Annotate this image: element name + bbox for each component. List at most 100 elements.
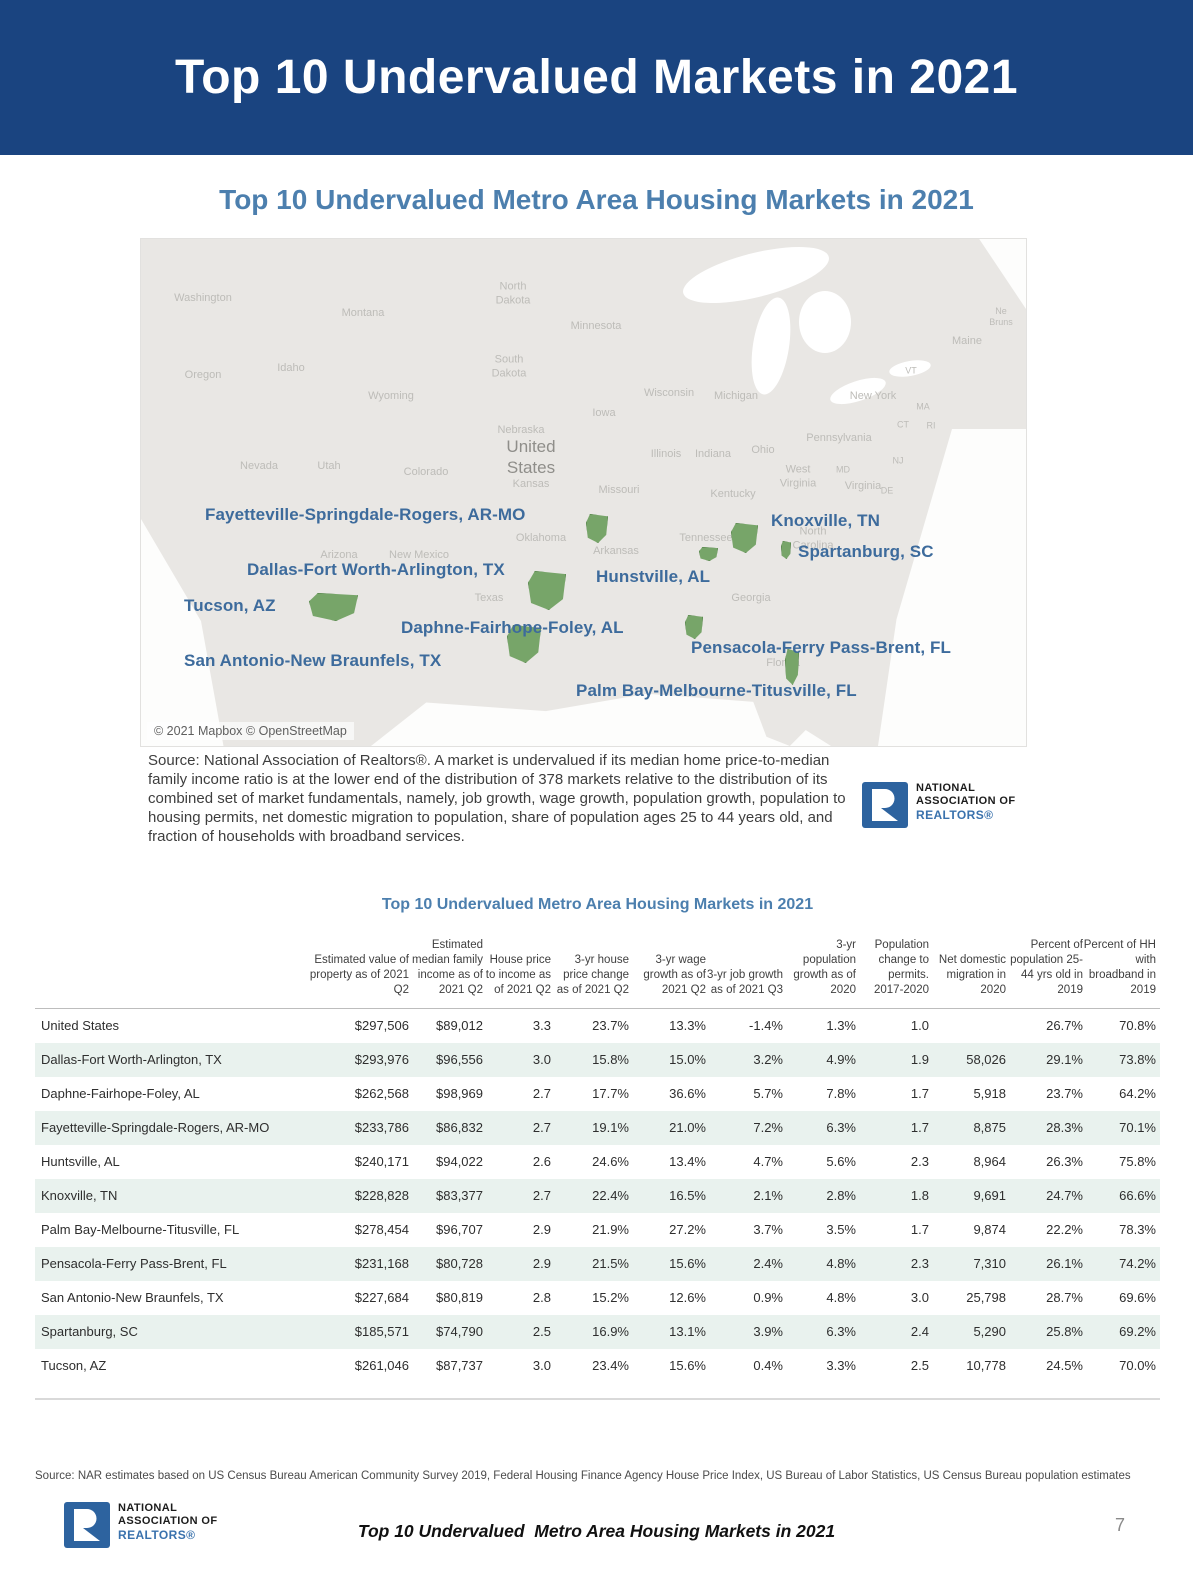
market-name-cell: Pensacola-Ferry Pass-Brent, FL [41, 1256, 227, 1272]
metro-label: San Antonio-New Braunfels, TX [184, 651, 442, 670]
northeast-ocean-shape [979, 239, 1026, 309]
table-body: United States $297,506 $89,012 3.3 23.7% 13.3… [35, 1007, 1160, 1383]
metro-label: Dallas-Fort Worth-Arlington, TX [247, 560, 505, 579]
market-name-cell: Dallas-Fort Worth-Arlington, TX [41, 1052, 222, 1068]
value-cell: 26.7% [1046, 1018, 1083, 1034]
state-label: North Dakota [495, 280, 531, 306]
value-cell: 2.3 [910, 1154, 929, 1170]
value-cell: 69.6% [1119, 1290, 1156, 1306]
lake-michigan-shape [745, 294, 797, 398]
table-bottom-divider [35, 1397, 1160, 1400]
nar-logo-icon [862, 782, 908, 828]
value-cell: 2.9 [532, 1222, 551, 1238]
metro-marker-huntsville [699, 547, 718, 561]
value-cell: 28.3% [1046, 1120, 1083, 1136]
value-cell: 8,964 [973, 1154, 1006, 1170]
markets-table: Estimated value of property as of 2021 Q… [35, 938, 1160, 1400]
value-cell: 2.5 [532, 1324, 551, 1340]
atlantic-ocean-shape [878, 429, 1026, 746]
table-header-cell [35, 998, 295, 1008]
state-label: Montana [341, 307, 385, 320]
state-label: Ne Bruns [989, 305, 1013, 327]
footer-nar-logo-text: NATIONAL ASSOCIATION OF REALTORS® [118, 1502, 218, 1543]
state-label: RI [926, 420, 936, 431]
lake-huron-shape [799, 291, 851, 353]
value-cell: 3.3 [532, 1018, 551, 1034]
metro-marker-spartanburg [781, 541, 791, 559]
state-label: Kansas [512, 478, 550, 491]
state-label: Georgia [731, 592, 771, 605]
state-label: Pennsylvania [806, 432, 872, 445]
state-label: Arizona [320, 549, 358, 562]
value-cell: 12.6% [669, 1290, 706, 1306]
metro-label: Spartanburg, SC [798, 542, 934, 561]
value-cell: $86,832 [436, 1120, 483, 1136]
value-cell: $83,377 [436, 1188, 483, 1204]
state-label: Tennessee [679, 532, 733, 545]
state-label: South Dakota [491, 353, 527, 379]
value-cell: 2.6 [532, 1154, 551, 1170]
map-heading: Top 10 Undervalued Metro Area Housing Ma… [219, 184, 974, 215]
value-cell: 2.3 [910, 1256, 929, 1272]
nar-logo-text: NATIONAL ASSOCIATION OF REALTORS® [916, 782, 1016, 823]
table-header-cell: Percent of population 25-44 yrs old in 2… [1010, 939, 1083, 996]
state-label: Oklahoma [515, 532, 567, 545]
value-cell: 5,918 [973, 1086, 1006, 1102]
table-source-note: Source: NAR estimates based on US Census… [35, 1470, 1131, 1482]
value-cell: 21.0% [669, 1120, 706, 1136]
table-header-cell: Estimated value of property as of 2021 Q… [309, 953, 409, 996]
metro-label: Fayetteville-Springdale-Rogers, AR-MO [205, 505, 526, 524]
value-cell: 3.2% [753, 1052, 783, 1068]
value-cell: 3.5% [826, 1222, 856, 1238]
state-label: Nevada [240, 460, 278, 473]
value-cell: 26.1% [1046, 1256, 1083, 1272]
value-cell: 2.4 [910, 1324, 929, 1340]
value-cell: 13.4% [669, 1154, 706, 1170]
value-cell: 58,026 [966, 1052, 1006, 1068]
state-label: Michigan [713, 390, 759, 403]
table-row: Palm Bay-Melbourne-Titusville, FL $278,45… [35, 1213, 1160, 1247]
table-header-cell: 3-yr wage growth as of 2021 Q2 [643, 953, 706, 996]
table-title: Top 10 Undervalued Metro Area Housing Ma… [381, 896, 814, 913]
state-label: Idaho [277, 362, 305, 375]
value-cell: 2.1% [753, 1188, 783, 1204]
value-cell: 3.0 [532, 1052, 551, 1068]
table-row: Pensacola-Ferry Pass-Brent, FL $231,168 $8… [35, 1246, 1160, 1281]
value-cell: $262,568 [354, 1086, 409, 1102]
market-name-cell: Daphne-Fairhope-Foley, AL [41, 1086, 200, 1102]
table-header-cell: Population change to permits. 2017-2020 [874, 939, 929, 996]
state-label: United States [506, 436, 556, 477]
market-name-cell: Knoxville, TN [41, 1188, 118, 1204]
map-source-note: Source: National Association of Realtors… [148, 752, 846, 845]
value-cell: 9,874 [973, 1222, 1006, 1238]
source-block: Source: National Association of Realtors… [148, 752, 1028, 846]
state-label: Nebraska [497, 424, 545, 437]
value-cell: 69.2% [1119, 1324, 1156, 1340]
value-cell: 29.1% [1046, 1052, 1083, 1068]
page-title: Top 10 Undervalued Markets in 2021 [174, 51, 1019, 104]
market-name-cell: Palm Bay-Melbourne-Titusville, FL [41, 1222, 240, 1238]
value-cell: 8,875 [973, 1120, 1006, 1136]
state-label: Illinois [650, 448, 682, 461]
market-name-cell: Spartanburg, SC [41, 1324, 138, 1340]
page-banner: Top 10 Undervalued Markets in 2021 [0, 0, 1193, 155]
metro-marker-fayetteville [586, 514, 608, 543]
state-label: Wisconsin [643, 387, 695, 400]
value-cell: 19.1% [592, 1120, 629, 1136]
value-cell: $228,828 [354, 1188, 409, 1204]
value-cell: 36.6% [669, 1086, 706, 1102]
value-cell: 0.9% [753, 1290, 783, 1306]
table-row: Dallas-Fort Worth-Arlington, TX $293,976 $… [35, 1042, 1160, 1077]
value-cell: 7.8% [826, 1086, 856, 1102]
value-cell: 5,290 [973, 1324, 1006, 1340]
state-label: Iowa [592, 407, 616, 420]
state-label: Texas [474, 592, 504, 605]
value-cell: 13.1% [669, 1324, 706, 1340]
value-cell: 15.2% [592, 1290, 629, 1306]
value-cell: 24.6% [592, 1154, 629, 1170]
value-cell: 3.7% [753, 1222, 783, 1238]
value-cell: 0.4% [753, 1358, 783, 1374]
value-cell: $261,046 [354, 1358, 409, 1374]
table-header-cell: 3-yr house price change as of 2021 Q2 [556, 953, 629, 996]
